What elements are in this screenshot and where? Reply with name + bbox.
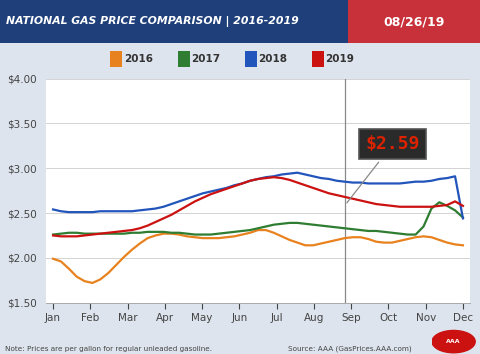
- Text: 2017: 2017: [191, 54, 220, 64]
- Text: Source: AAA (GasPrices.AAA.com): Source: AAA (GasPrices.AAA.com): [288, 346, 412, 352]
- Text: 2018: 2018: [258, 54, 287, 64]
- Bar: [178, 51, 190, 67]
- Text: NATIONAL GAS PRICE COMPARISON | 2016-2019: NATIONAL GAS PRICE COMPARISON | 2016-201…: [6, 16, 299, 27]
- Bar: [348, 0, 480, 43]
- Bar: [245, 51, 257, 67]
- Text: AAA: AAA: [446, 339, 461, 344]
- Text: 2016: 2016: [124, 54, 153, 64]
- Text: 08/26/19: 08/26/19: [384, 15, 444, 28]
- Bar: [0, 0, 348, 43]
- Text: Note: Prices are per gallon for regular unleaded gasoline.: Note: Prices are per gallon for regular …: [5, 346, 212, 352]
- Bar: [110, 51, 122, 67]
- Text: 2019: 2019: [325, 54, 354, 64]
- Circle shape: [432, 331, 475, 353]
- Text: $2.59: $2.59: [347, 135, 420, 203]
- Bar: [312, 51, 324, 67]
